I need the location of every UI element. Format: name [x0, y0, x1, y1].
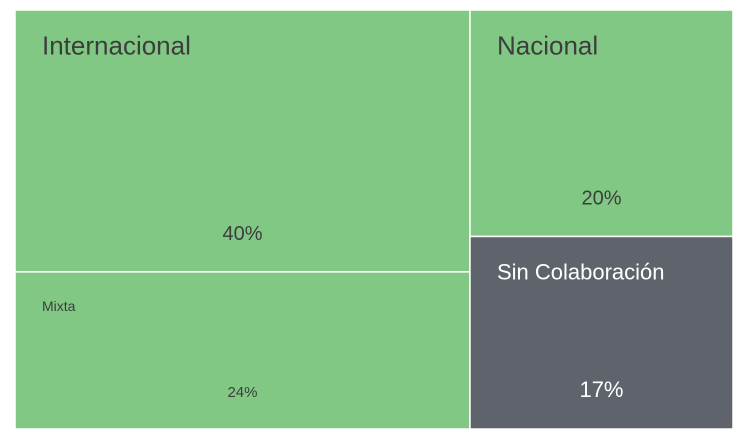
tile — [14, 271, 471, 429]
value-label: 17% — [579, 377, 623, 402]
tile — [469, 9, 734, 238]
tile-label: Mixta — [42, 298, 76, 314]
tile — [469, 235, 734, 429]
tile — [14, 9, 471, 273]
tile-label: Nacional — [497, 31, 598, 61]
value-label: 24% — [227, 384, 257, 401]
value-label: 40% — [222, 223, 262, 245]
tile-label: Internacional — [42, 31, 191, 61]
tile-label: Sin Colaboración — [497, 259, 665, 284]
value-label: 20% — [581, 187, 621, 209]
